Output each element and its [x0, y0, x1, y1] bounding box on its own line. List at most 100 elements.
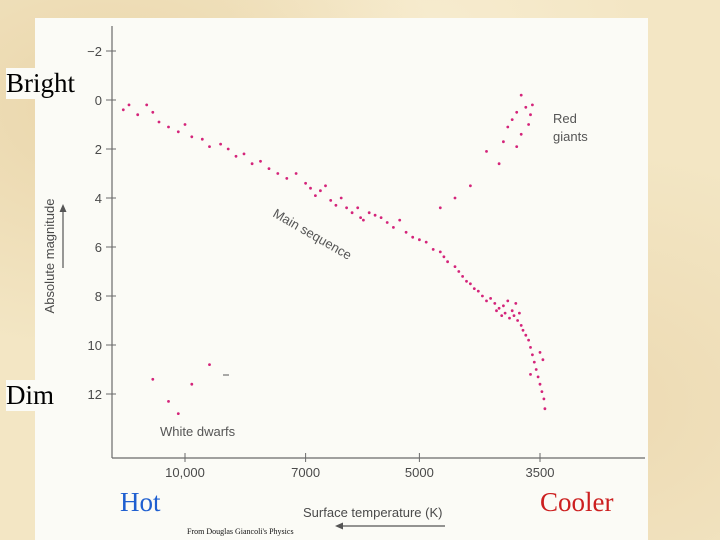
main-sequence-star	[276, 172, 280, 175]
main-sequence-star	[157, 120, 161, 124]
main-sequence-star	[529, 346, 532, 349]
bright-label: Bright	[6, 68, 79, 99]
main-sequence-star	[465, 279, 468, 283]
main-sequence-annotation: Main sequence	[271, 206, 355, 263]
red-giant-star	[453, 196, 457, 200]
main-sequence-star	[532, 360, 536, 364]
red-giant-star	[524, 105, 528, 109]
main-sequence-star	[404, 230, 408, 234]
main-sequence-star	[453, 265, 457, 268]
main-sequence-star	[418, 238, 421, 242]
red-giants-annotation: Red giants	[553, 111, 588, 144]
main-sequence-star	[495, 309, 498, 313]
main-sequence-star	[512, 314, 516, 317]
y-tick-label: 2	[95, 142, 102, 157]
main-sequence-star	[373, 213, 377, 217]
main-sequence-star	[457, 270, 461, 273]
red-giant-star	[502, 140, 505, 144]
x-tick-label: 10,000	[165, 465, 205, 480]
main-sequence-star	[424, 240, 428, 244]
main-sequence-star	[356, 206, 360, 210]
main-sequence-star	[121, 108, 125, 112]
red-giant-star	[519, 132, 523, 136]
main-sequence-star	[392, 226, 395, 229]
main-sequence-star	[359, 216, 362, 220]
main-sequence-star	[200, 137, 204, 141]
white-dwarf-star	[176, 412, 180, 415]
main-sequence-star	[519, 324, 523, 327]
main-sequence-star	[367, 211, 371, 215]
main-sequence-star	[521, 328, 525, 332]
main-sequence-star	[524, 333, 528, 337]
main-sequence-star	[285, 177, 289, 180]
main-sequence-star	[304, 181, 307, 185]
main-sequence-star	[527, 338, 530, 342]
main-sequence-star	[208, 145, 211, 148]
y-tick-label: 10	[88, 338, 102, 353]
main-sequence-star	[476, 289, 480, 293]
plot-panel: −2 0 2 4 6 8 10 12 10,000 7000 5000 3500 Red giants…	[35, 18, 648, 540]
y-tick-label: −2	[87, 44, 102, 59]
cooler-label: Cooler	[540, 487, 614, 517]
x-axis: 10,000 7000 5000 3500	[112, 453, 645, 480]
main-sequence-star	[324, 184, 327, 188]
main-sequence-star	[438, 250, 442, 254]
white-dwarf-star	[208, 363, 211, 366]
main-sequence-star	[536, 375, 540, 379]
red-giant-star	[531, 103, 534, 107]
y-axis-title: Absolute magnitude	[42, 199, 57, 314]
main-sequence-star	[167, 125, 170, 129]
axis-titles: Absolute magnitude Surface temperature (K…	[42, 199, 445, 530]
main-sequence-star	[542, 397, 546, 401]
main-sequence-star	[127, 103, 131, 107]
main-sequence-star	[398, 218, 402, 222]
data-points	[121, 93, 547, 415]
hot-label: Hot	[120, 487, 161, 517]
white-dwarf-star	[190, 382, 194, 386]
main-sequence-star	[362, 218, 365, 222]
red-giant-star	[515, 145, 519, 148]
main-sequence-star	[314, 194, 317, 198]
main-sequence-star	[493, 302, 497, 305]
y-tick-label: 0	[95, 93, 102, 108]
white-dwarfs-annotation: White dwarfs	[160, 424, 236, 439]
red-giant-star	[510, 118, 514, 121]
main-sequence-star	[345, 206, 348, 210]
dim-label: Dim	[6, 380, 58, 411]
white-dwarf-star	[167, 400, 170, 403]
main-sequence-star	[219, 142, 223, 146]
x-tick-label: 7000	[291, 465, 320, 480]
main-sequence-star	[319, 189, 322, 193]
main-sequence-star	[500, 314, 504, 317]
main-sequence-star	[446, 260, 449, 264]
y-tick-label: 6	[95, 240, 102, 255]
main-sequence-star	[508, 316, 511, 320]
main-sequence-star	[242, 152, 246, 156]
main-sequence-star	[540, 390, 544, 393]
main-sequence-star	[234, 154, 238, 158]
main-sequence-star	[379, 216, 383, 220]
main-sequence-star	[518, 311, 521, 315]
main-sequence-star	[267, 167, 271, 171]
main-sequence-star	[502, 304, 505, 308]
y-axis: −2 0 2 4 6 8 10 12	[87, 26, 116, 458]
y-tick-label: 12	[88, 387, 102, 402]
main-sequence-star	[176, 130, 180, 134]
main-sequence-star	[151, 110, 155, 114]
red-giant-star	[527, 123, 530, 126]
x-axis-title: Surface temperature (K)	[303, 505, 442, 520]
main-sequence-star	[489, 297, 492, 300]
main-sequence-star	[469, 282, 472, 286]
main-sequence-star	[497, 306, 501, 310]
main-sequence-star	[136, 113, 140, 117]
main-sequence-star	[485, 299, 488, 303]
main-sequence-star	[538, 382, 542, 386]
main-sequence-star	[506, 299, 510, 303]
main-sequence-star	[516, 319, 519, 322]
main-sequence-star	[481, 294, 484, 298]
x-tick-label: 3500	[526, 465, 555, 480]
main-sequence-star	[529, 373, 532, 376]
main-sequence-star	[461, 275, 464, 278]
main-sequence-star	[541, 358, 545, 362]
main-sequence-star	[339, 196, 343, 200]
